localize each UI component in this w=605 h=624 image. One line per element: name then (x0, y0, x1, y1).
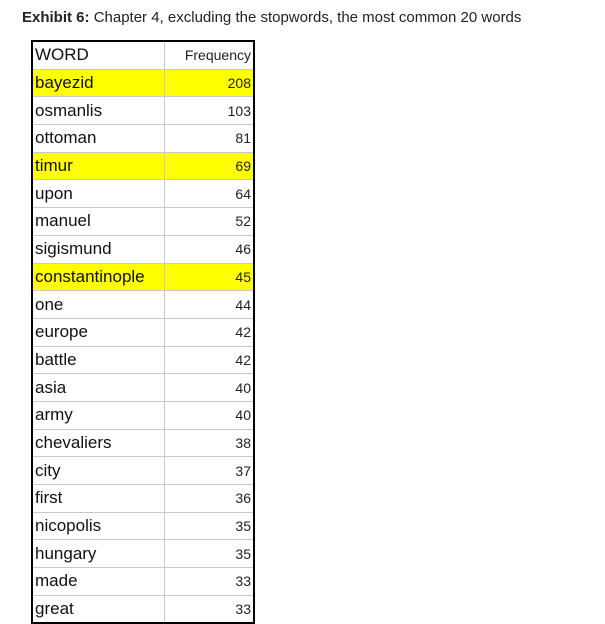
word-cell: sigismund (31, 234, 165, 264)
word-cell: army (31, 400, 165, 430)
frequency-cell: 81 (164, 124, 255, 153)
frequency-cell: 35 (164, 511, 255, 541)
table-row: made 33 (31, 567, 255, 596)
frequency-cell: 42 (164, 317, 255, 347)
table-row: army 40 (31, 400, 255, 430)
table-row: great 33 (31, 594, 255, 624)
word-cell: nicopolis (31, 511, 165, 541)
table-row: manuel 52 (31, 207, 255, 236)
word-frequency-table: WORD Frequency bayezid 208 osmanlis 103 otto… (31, 40, 255, 624)
frequency-cell: 40 (164, 373, 255, 402)
table-row: city 37 (31, 456, 255, 485)
word-cell: bayezid (31, 68, 165, 98)
word-cell: osmanlis (31, 96, 165, 126)
frequency-cell: 103 (164, 96, 255, 126)
word-cell: one (31, 290, 165, 319)
frequency-cell: 35 (164, 539, 255, 569)
word-cell: upon (31, 179, 165, 209)
frequency-cell: 45 (164, 262, 255, 292)
word-cell: chevaliers (31, 428, 165, 458)
word-cell: constantinople (31, 262, 165, 292)
word-cell: great (31, 594, 165, 624)
frequency-cell: 33 (164, 567, 255, 596)
table-row: one 44 (31, 290, 255, 319)
table-row: chevaliers 38 (31, 428, 255, 458)
word-cell: ottoman (31, 124, 165, 153)
table-row: ottoman 81 (31, 124, 255, 153)
word-cell: timur (31, 151, 165, 181)
table-row: hungary 35 (31, 539, 255, 569)
table-row: battle 42 (31, 345, 255, 375)
frequency-cell: 69 (164, 151, 255, 181)
frequency-cell: 37 (164, 456, 255, 485)
table-row: first 36 (31, 484, 255, 513)
word-cell: manuel (31, 207, 165, 236)
header-word: WORD (31, 40, 165, 70)
table-header-row: WORD Frequency (31, 40, 255, 70)
exhibit-caption: Exhibit 6: Chapter 4, excluding the stop… (22, 9, 521, 26)
table-row: osmanlis 103 (31, 96, 255, 126)
table-body: WORD Frequency bayezid 208 osmanlis 103 otto… (31, 40, 255, 624)
table-row: europe 42 (31, 317, 255, 347)
frequency-cell: 208 (164, 68, 255, 98)
word-cell: made (31, 567, 165, 596)
table-row: bayezid 208 (31, 68, 255, 98)
frequency-cell: 42 (164, 345, 255, 375)
frequency-cell: 40 (164, 400, 255, 430)
frequency-cell: 38 (164, 428, 255, 458)
word-cell: city (31, 456, 165, 485)
table-row: sigismund 46 (31, 234, 255, 264)
header-frequency: Frequency (164, 40, 255, 70)
frequency-cell: 33 (164, 594, 255, 624)
word-cell: europe (31, 317, 165, 347)
table-row: nicopolis 35 (31, 511, 255, 541)
word-cell: asia (31, 373, 165, 402)
table-row: constantinople 45 (31, 262, 255, 292)
frequency-cell: 46 (164, 234, 255, 264)
frequency-cell: 36 (164, 484, 255, 513)
frequency-cell: 52 (164, 207, 255, 236)
word-cell: battle (31, 345, 165, 375)
word-cell: hungary (31, 539, 165, 569)
table-row: timur 69 (31, 151, 255, 181)
word-cell: first (31, 484, 165, 513)
table-row: asia 40 (31, 373, 255, 402)
caption-text: Chapter 4, excluding the stopwords, the … (93, 9, 522, 26)
table-row: upon 64 (31, 179, 255, 209)
caption-label: Exhibit 6: (22, 9, 90, 26)
frequency-cell: 44 (164, 290, 255, 319)
frequency-cell: 64 (164, 179, 255, 209)
